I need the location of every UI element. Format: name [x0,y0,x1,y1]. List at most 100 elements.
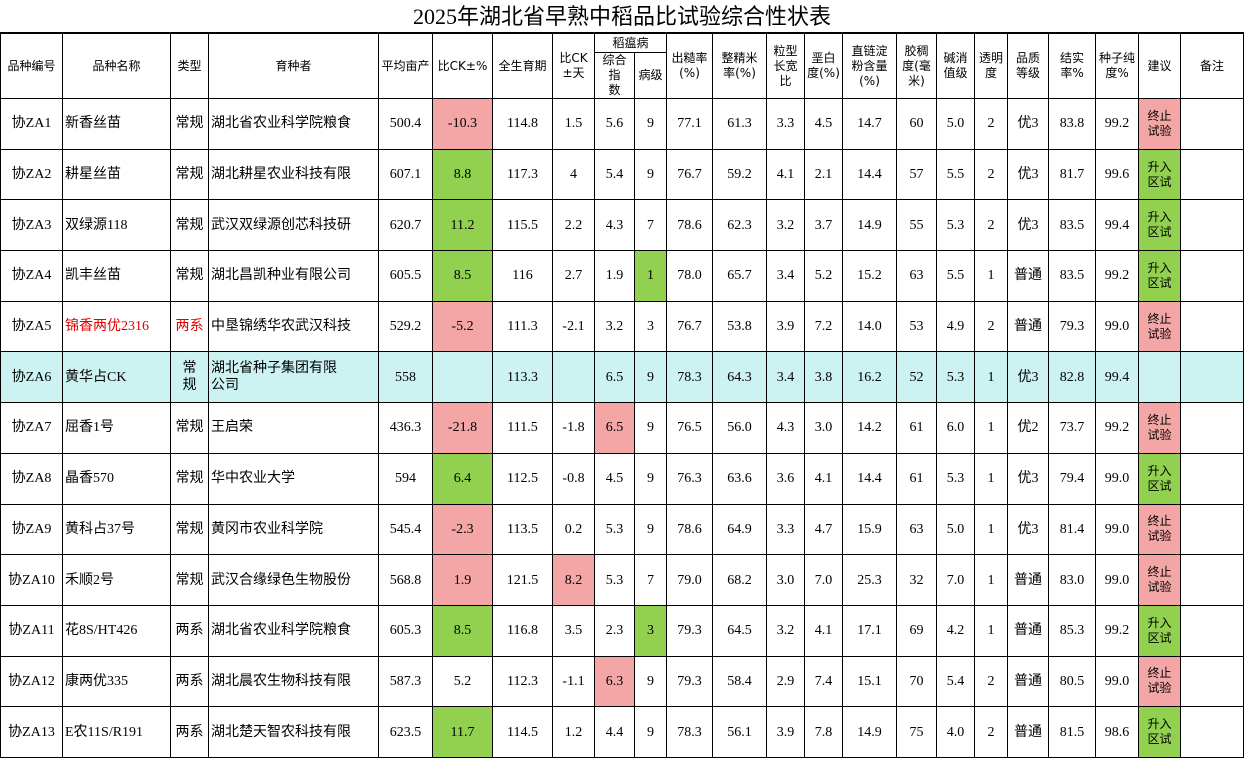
cell: 7 [633,199,668,252]
cell: 83.0 [1048,554,1097,606]
cell: 14.7 [842,98,898,150]
cell: 优3 [1007,148,1050,201]
cell: 终止 试验 [1138,98,1182,150]
cell [1180,148,1244,201]
cell: 69 [896,604,938,657]
cell: 76.3 [666,452,714,505]
cell: -21.8 [432,402,493,454]
cell: 普通 [1007,300,1050,353]
cell: 1 [974,250,1009,302]
column-header: 透明 度 [974,33,1009,99]
cell: 83.5 [1048,199,1097,252]
cell: 4.1 [804,604,844,657]
cell: 99.2 [1095,98,1140,150]
cell: 112.3 [492,655,553,708]
cell: 620.7 [378,199,433,252]
cell [1138,351,1182,404]
cell: 99.0 [1095,655,1140,708]
cell: 湖北昌凯种业有限公司 [208,250,379,302]
cell: 湖北省农业科学院粮食 [208,98,379,150]
cell: 15.2 [842,250,898,302]
cell: 55 [896,199,938,252]
cell: 优3 [1007,351,1050,404]
cell: 64.3 [712,351,768,404]
cell: 63 [896,503,938,556]
cell: 协ZA12 [0,655,63,708]
cell: 60 [896,98,938,150]
cell: 4.2 [936,604,976,657]
cell: 78.3 [666,706,714,758]
column-header: 品种编号 [0,33,63,99]
cell: 61 [896,402,938,454]
cell: 5.3 [936,199,976,252]
cell: 81.5 [1048,706,1097,758]
cell: 62.3 [712,199,768,252]
cell: 常规 [170,148,209,201]
cell [1180,402,1244,454]
cell: 53 [896,300,938,353]
cell: 5.0 [936,503,976,556]
cell: 5.3 [936,351,976,404]
cell: 99.4 [1095,199,1140,252]
cell [1180,554,1244,606]
cell: -5.2 [432,300,493,353]
cell: 83.8 [1048,98,1097,150]
cell: 新香丝苗 [62,98,171,150]
cell: 99.6 [1095,148,1140,201]
cell: 436.3 [378,402,433,454]
cell: 98.6 [1095,706,1140,758]
cell: 湖北耕星农业科技有限 [208,148,379,201]
cell: 耕星丝苗 [62,148,171,201]
cell: 两系 [170,300,209,353]
cell: 3.5 [552,604,595,657]
header-row: 品种编号 品种名称 类型 育种者 平均亩产 比CK±% 全生育期 比CK ±天 稻瘟病 出糙率 (… [0,33,1244,99]
cell: 6.0 [936,402,976,454]
cell: 2 [974,706,1009,758]
cell: 9 [633,148,668,201]
trial-table: 品种编号 品种名称 类型 育种者 平均亩产 比CK±% 全生育期 比CK ±天 稻瘟病 出糙率 (… [0,33,1244,758]
data-row: 协ZA3 双绿源118 常规 武汉双绿源创芯科技研 620.7 11.2 115.5 2.2 4… [0,199,1244,252]
cell: 116 [492,250,553,302]
cell: 114.8 [492,98,553,150]
cell: -2.3 [432,503,493,556]
data-row: 协ZA12 康两优335 两系 湖北晨农生物科技有限 587.3 5.2 112.3 -1.1… [0,655,1244,708]
cell: 99.0 [1095,554,1140,606]
cell: 普通 [1007,706,1050,758]
cell: 2.7 [552,250,595,302]
cell: 3.3 [766,98,806,150]
cell: 81.4 [1048,503,1097,556]
cell: 73.7 [1048,402,1097,454]
cell: 9 [633,351,668,404]
column-header: 建议 [1138,33,1182,99]
cell: 5.4 [936,655,976,708]
cell: 协ZA11 [0,604,63,657]
cell: 2.9 [766,655,806,708]
column-header: 出糙率 (%) [666,33,714,99]
cell: 79.3 [666,655,714,708]
cell: 3.2 [766,604,806,657]
cell: 升入 区试 [1138,148,1182,201]
cell: 1 [633,250,668,302]
cell: 湖北省农业科学院粮食 [208,604,379,657]
cell: 65.7 [712,250,768,302]
cell: 6.5 [594,402,635,454]
cell: 16.2 [842,351,898,404]
cell: 3.3 [766,503,806,556]
cell: 70 [896,655,938,708]
cell: 协ZA10 [0,554,63,606]
column-header: 育种者 [208,33,379,99]
cell: 545.4 [378,503,433,556]
cell [552,351,595,404]
cell: 77.1 [666,98,714,150]
cell: 2 [974,300,1009,353]
cell: 湖北楚天智农科技有限 [208,706,379,758]
cell: 常规 [170,199,209,252]
cell: 黄冈市农业科学院 [208,503,379,556]
cell: 屈香1号 [62,402,171,454]
cell: 禾顺2号 [62,554,171,606]
cell [1180,604,1244,657]
cell: -0.8 [552,452,595,505]
table-title: 2025年湖北省早熟中稻品比试验综合性状表 [0,0,1244,33]
cell [1180,98,1244,150]
